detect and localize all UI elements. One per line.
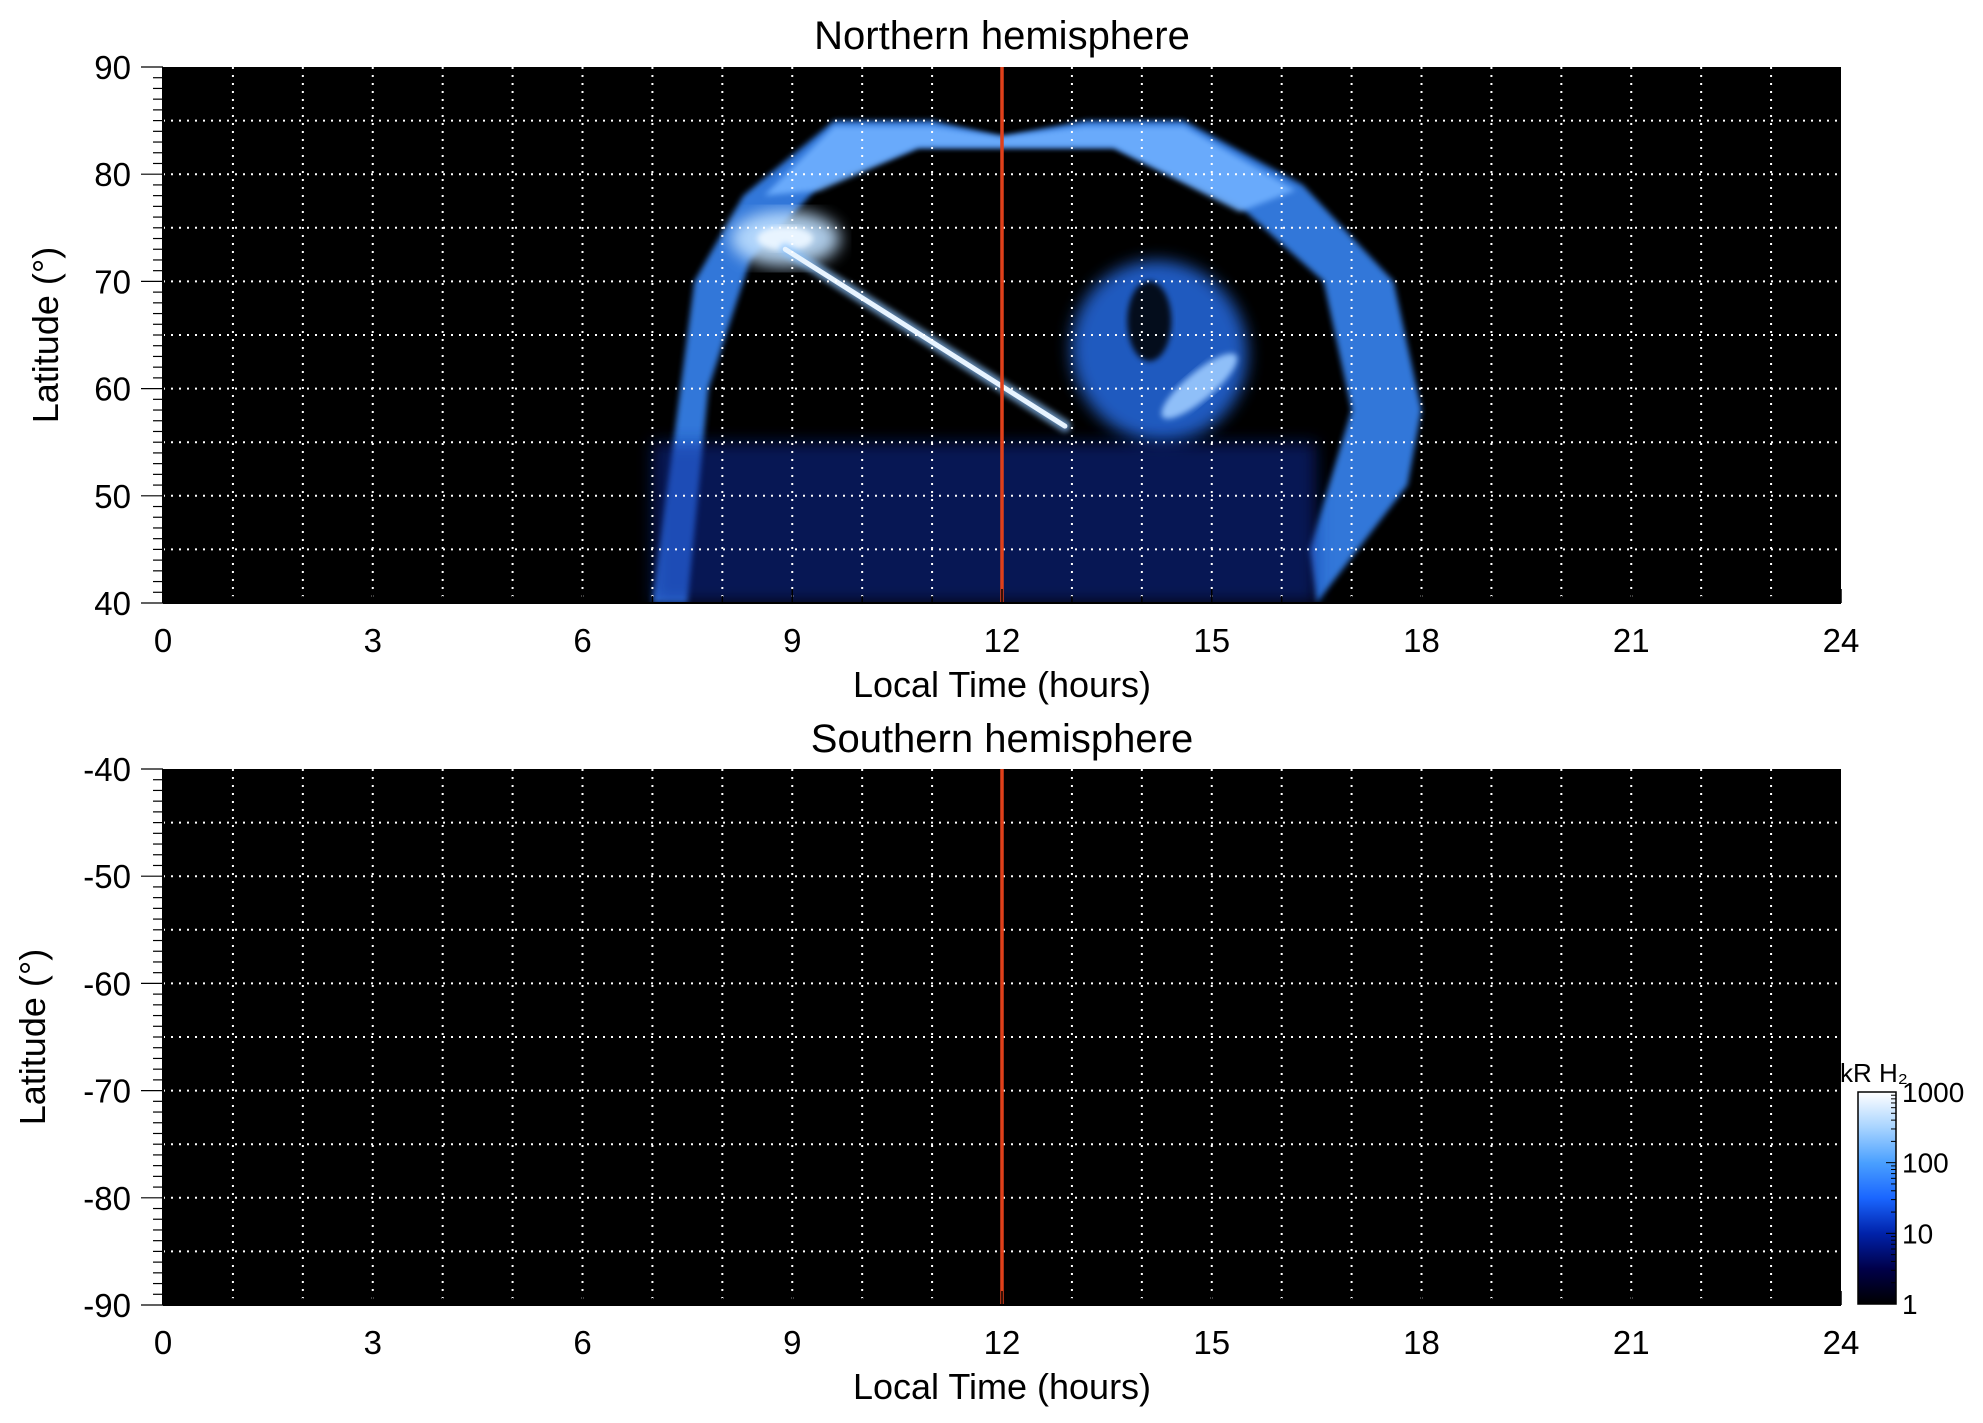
y-tick-label: -60 — [83, 965, 131, 1002]
x-tick-label: 9 — [783, 1324, 801, 1361]
north-axes: 0 3 6 9 12 15 18 21 24 40 50 60 70 80 90 — [94, 49, 1859, 659]
south-ylabel: Latitude (°) — [12, 949, 53, 1125]
north-grid — [163, 67, 1841, 603]
emission-patch-hole — [1127, 281, 1172, 362]
y-tick-label: -80 — [83, 1180, 131, 1217]
south-title: Southern hemisphere — [811, 717, 1193, 761]
x-tick-label: 3 — [364, 622, 382, 659]
north-panel: Northern hemisphere 0 3 6 9 12 15 18 21 24 40 50 60… — [25, 14, 1859, 705]
x-tick-label: 15 — [1193, 622, 1230, 659]
colorbar-tick-label: 1000 — [1902, 1077, 1964, 1108]
north-xlabel: Local Time (hours) — [853, 664, 1151, 705]
x-tick-label: 0 — [154, 1324, 172, 1361]
y-tick-label: -90 — [83, 1287, 131, 1324]
y-tick-label: 50 — [94, 478, 131, 515]
emission-patch-core — [1161, 353, 1238, 419]
y-tick-label: -40 — [83, 751, 131, 788]
y-tick-label: 60 — [94, 371, 131, 408]
y-tick-label: -50 — [83, 858, 131, 895]
colorbar-scale — [1857, 1091, 1897, 1305]
x-tick-label: 21 — [1613, 622, 1650, 659]
y-tick-label: 70 — [94, 263, 131, 300]
colorbar-ticks: 1 10 100 1000 — [1886, 1077, 1964, 1320]
y-tick-label: 80 — [94, 156, 131, 193]
x-tick-label: 18 — [1403, 622, 1440, 659]
south-axes: 0 3 6 9 12 15 18 21 24 -90 -80 -70 -60 -50 -40 — [83, 751, 1859, 1361]
x-tick-label: 0 — [154, 622, 172, 659]
south-xlabel: Local Time (hours) — [853, 1366, 1151, 1407]
x-tick-label: 6 — [573, 622, 591, 659]
y-tick-label: 90 — [94, 49, 131, 86]
x-tick-label: 9 — [783, 622, 801, 659]
south-panel: Southern hemisphere 0 3 6 9 12 15 18 21 24 -90 -80… — [12, 717, 1859, 1407]
x-tick-label: 24 — [1823, 1324, 1860, 1361]
north-ylabel: Latitude (°) — [25, 247, 66, 423]
x-tick-label: 12 — [984, 622, 1021, 659]
colorbar-tick-label: 10 — [1902, 1218, 1933, 1249]
north-emission-map — [652, 120, 1422, 603]
x-tick-label: 24 — [1823, 622, 1860, 659]
south-grid — [163, 769, 1841, 1305]
y-tick-label: -70 — [83, 1073, 131, 1110]
emission-bright-spot-core — [757, 226, 814, 251]
north-title: Northern hemisphere — [814, 14, 1190, 58]
emission-arc — [652, 120, 1422, 603]
emission-streak — [782, 246, 1068, 429]
x-tick-label: 6 — [573, 1324, 591, 1361]
y-tick-label: 40 — [94, 585, 131, 622]
colorbar-title: kR H₂ — [1840, 1058, 1908, 1088]
colorbar-tick-label: 1 — [1902, 1289, 1918, 1320]
colorbar-tick-label: 100 — [1902, 1148, 1949, 1179]
emission-faint-band — [652, 442, 1317, 603]
x-tick-label: 21 — [1613, 1324, 1650, 1361]
x-tick-label: 12 — [984, 1324, 1021, 1361]
x-tick-label: 18 — [1403, 1324, 1440, 1361]
emission-arc-upper — [764, 126, 1296, 212]
colorbar: kR H₂ 1 10 100 1000 — [1840, 1058, 1964, 1320]
x-tick-label: 3 — [364, 1324, 382, 1361]
x-tick-label: 15 — [1193, 1324, 1230, 1361]
